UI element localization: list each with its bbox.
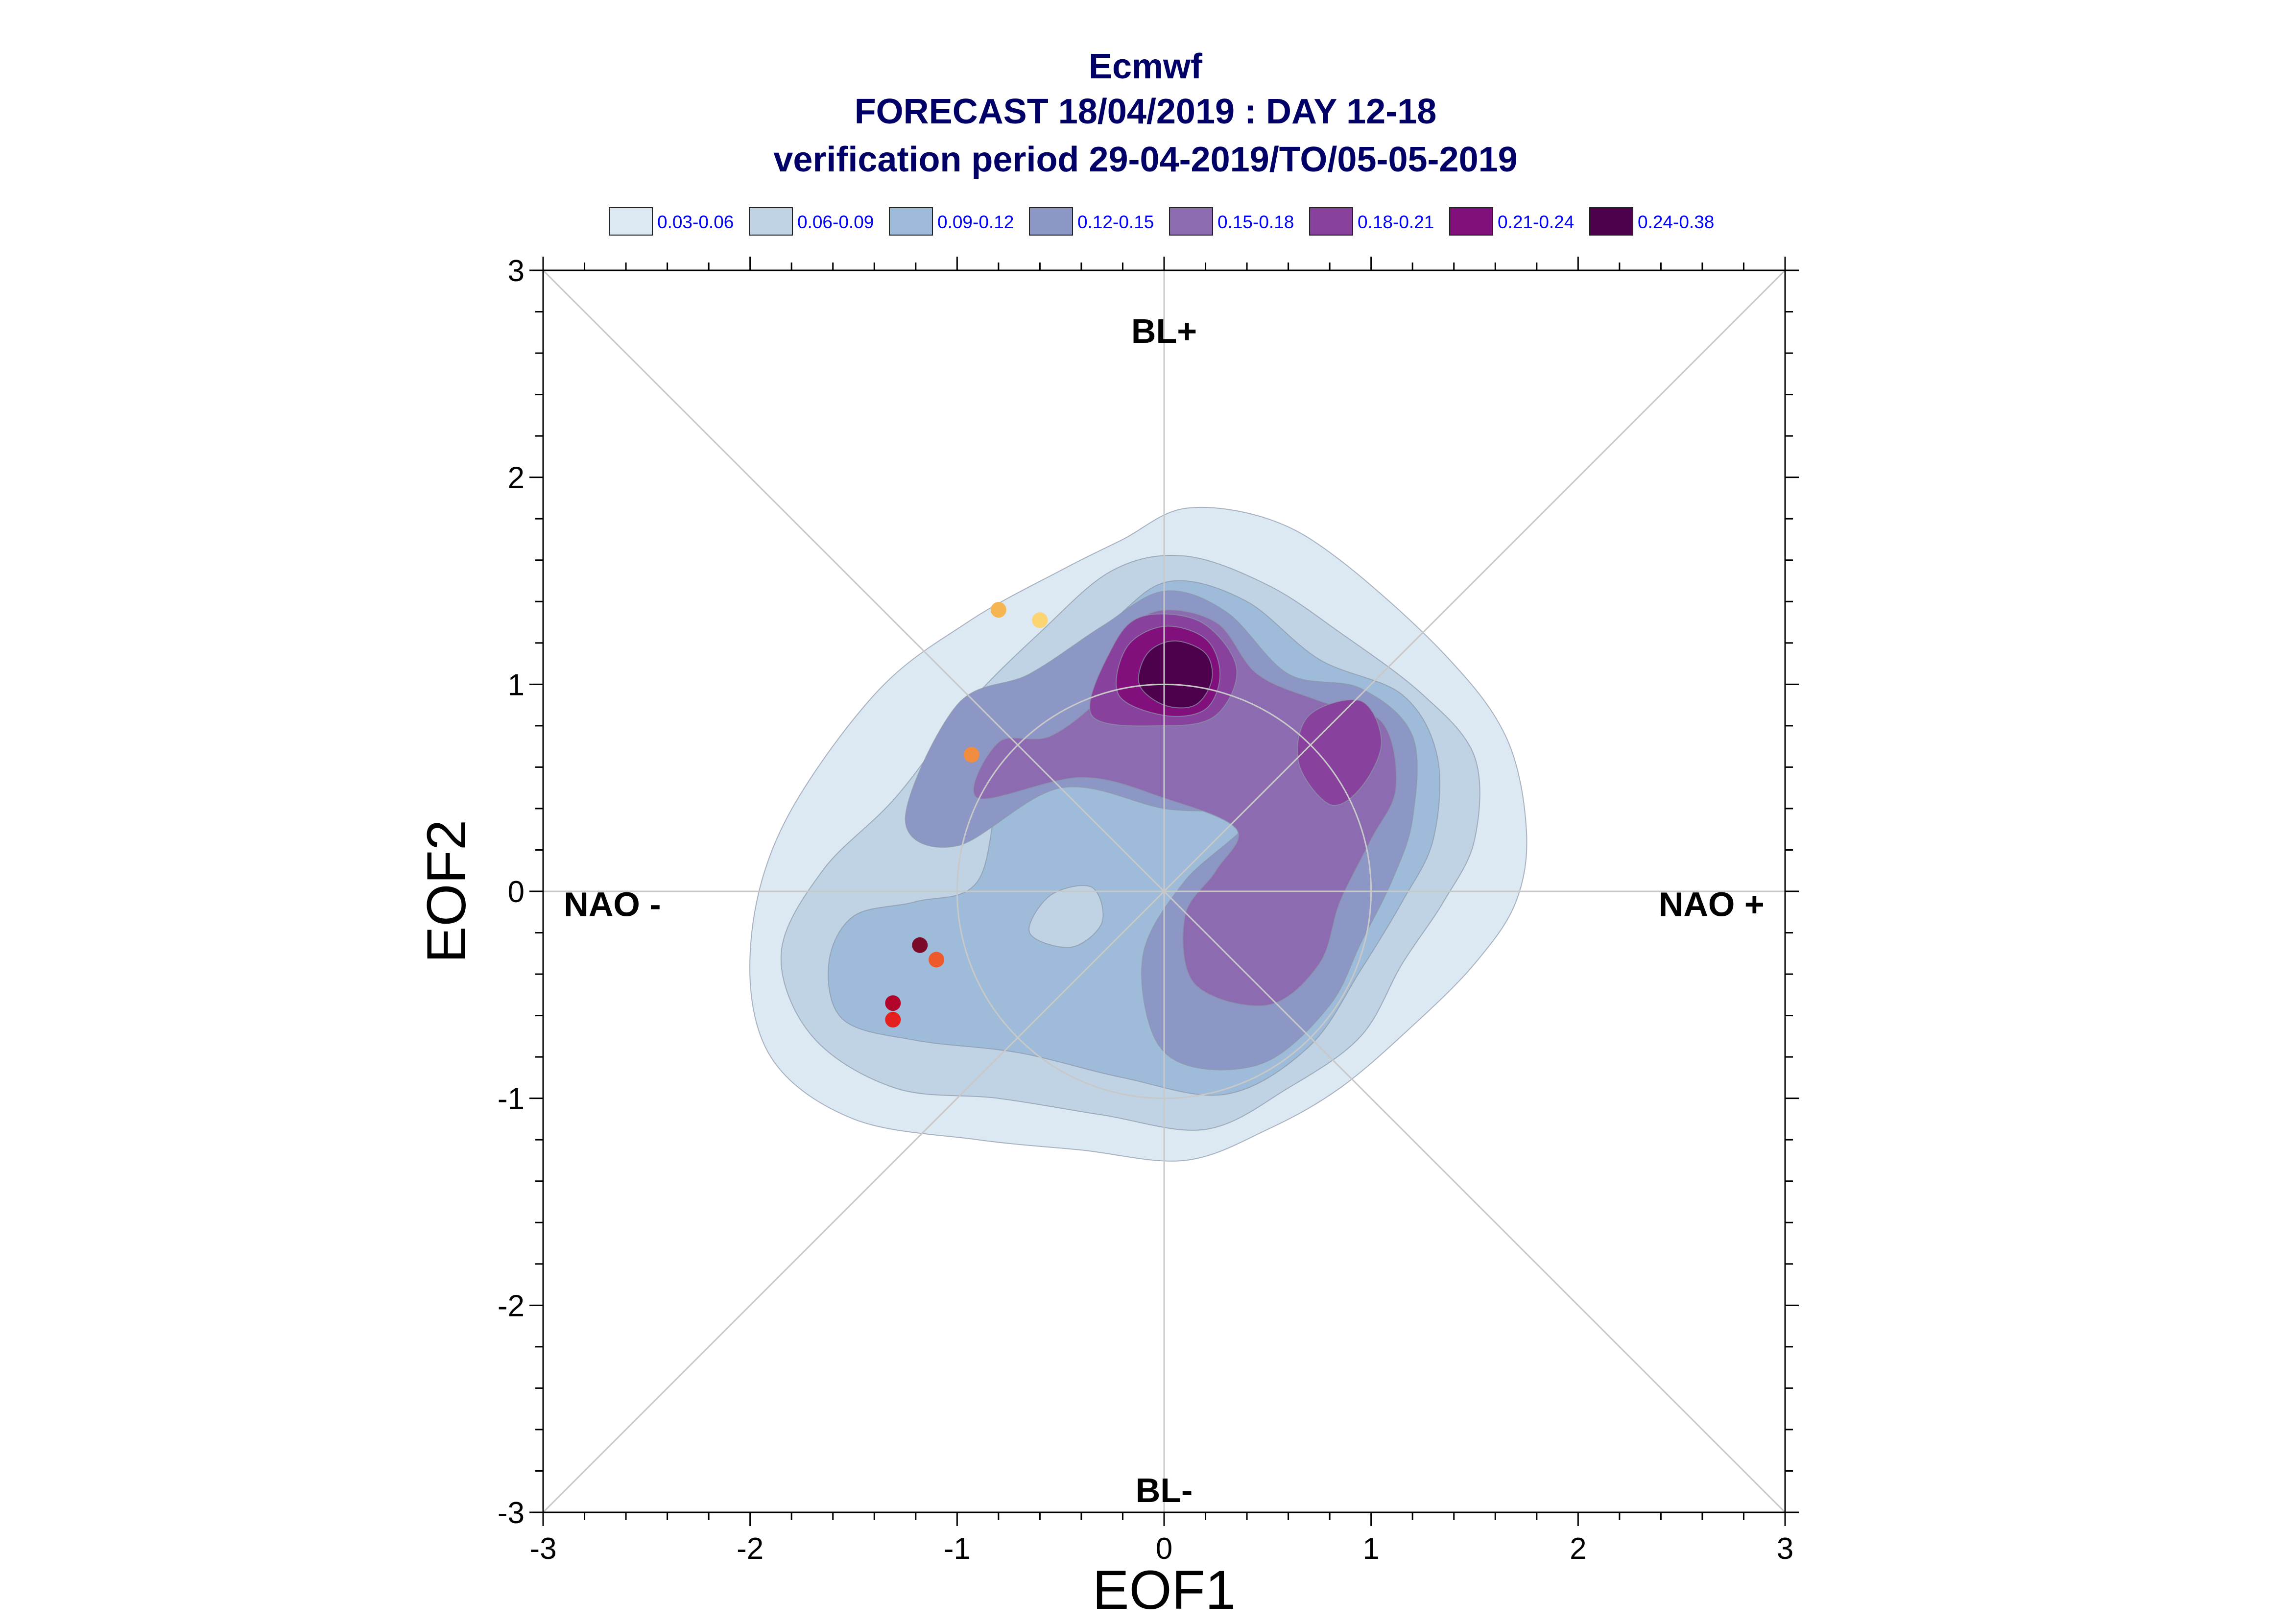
legend-label: 0.15-0.18 xyxy=(1217,212,1294,232)
y-tick-label: 1 xyxy=(508,668,525,702)
title-line-1: Ecmwf xyxy=(1089,47,1203,86)
density-level-8-region-1 xyxy=(1138,640,1213,709)
axis-labels: EOF1 EOF2 xyxy=(416,820,1236,1621)
legend-label: 0.21-0.24 xyxy=(1498,212,1574,232)
axis-ticks xyxy=(529,257,1799,1526)
density-pocket-1 xyxy=(1028,885,1104,948)
legend-label: 0.24-0.38 xyxy=(1638,212,1714,232)
x-tick-label: 2 xyxy=(1570,1532,1586,1566)
scatter-point xyxy=(1032,612,1048,628)
legend-swatch xyxy=(609,207,653,236)
tick-labels: -3 -2 -1 0 1 2 3 -3 -2 -1 0 1 2 3 xyxy=(498,254,1793,1566)
legend-entry: 0.21-0.24 xyxy=(1449,207,1574,236)
chart-title: Ecmwf FORECAST 18/04/2019 : DAY 12-18 veri… xyxy=(773,47,1517,179)
reference-lines xyxy=(543,270,1785,1512)
regime-label-bottom: BL- xyxy=(1136,1471,1193,1509)
legend-entry: 0.09-0.12 xyxy=(889,207,1014,236)
legend-label: 0.18-0.21 xyxy=(1358,212,1434,232)
legend-entry: 0.03-0.06 xyxy=(609,207,734,236)
legend-swatch xyxy=(1169,207,1213,236)
scatter-point xyxy=(963,747,979,763)
x-tick-label: 3 xyxy=(1777,1532,1793,1566)
plot-area: -3 -2 -1 0 1 2 3 -3 -2 -1 0 1 2 3 BL+ BL- NAO - NAO + EO… xyxy=(416,254,1799,1621)
regime-label-top: BL+ xyxy=(1131,312,1197,350)
regime-labels: BL+ BL- NAO - NAO + xyxy=(564,312,1764,1509)
legend-label: 0.12-0.15 xyxy=(1077,212,1154,232)
x-tick-label: -1 xyxy=(944,1532,971,1566)
y-tick-label: 3 xyxy=(508,254,525,288)
unit-circle xyxy=(956,683,1372,1099)
legend-swatch xyxy=(1029,207,1073,236)
scatter-point xyxy=(912,937,928,953)
x-tick-label: -3 xyxy=(529,1532,556,1566)
legend-entry: 0.24-0.38 xyxy=(1589,207,1714,236)
y-tick-label: 0 xyxy=(508,875,525,909)
legend-swatch xyxy=(889,207,933,236)
x-axis-title: EOF1 xyxy=(1093,1559,1236,1621)
density-level-6-region-2 xyxy=(1297,699,1382,806)
scatter-point xyxy=(885,995,901,1011)
scatter-point xyxy=(885,1012,901,1028)
scatter-points xyxy=(885,602,1048,1028)
x-tick-label: 1 xyxy=(1362,1532,1379,1566)
legend-swatch xyxy=(749,207,793,236)
y-tick-label: -2 xyxy=(498,1289,525,1323)
legend: 0.03-0.06 0.06-0.09 0.09-0.12 0.12-0.15 0.15… xyxy=(609,207,1714,236)
y-tick-label: -3 xyxy=(498,1496,525,1530)
scatter-point xyxy=(929,952,945,968)
x-tick-label: 0 xyxy=(1156,1532,1172,1566)
y-axis-title: EOF2 xyxy=(416,820,477,963)
x-tick-label: -2 xyxy=(737,1532,764,1566)
y-tick-label: -1 xyxy=(498,1082,525,1116)
legend-label: 0.06-0.09 xyxy=(797,212,874,232)
legend-swatch xyxy=(1589,207,1633,236)
legend-label: 0.09-0.12 xyxy=(937,212,1014,232)
y-tick-label: 2 xyxy=(508,461,525,495)
scatter-point xyxy=(990,602,1006,618)
density-contours xyxy=(749,506,1527,1162)
legend-swatch xyxy=(1309,207,1353,236)
legend-entry: 0.12-0.15 xyxy=(1029,207,1154,236)
regime-label-right: NAO + xyxy=(1659,885,1765,924)
legend-swatch xyxy=(1449,207,1493,236)
regime-label-left: NAO - xyxy=(564,885,661,924)
legend-label: 0.03-0.06 xyxy=(657,212,734,232)
title-line-2: FORECAST 18/04/2019 : DAY 12-18 xyxy=(855,92,1437,131)
legend-entry: 0.18-0.21 xyxy=(1309,207,1434,236)
legend-entry: 0.15-0.18 xyxy=(1169,207,1294,236)
legend-entry: 0.06-0.09 xyxy=(749,207,874,236)
title-line-3: verification period 29-04-2019/TO/05-05-… xyxy=(773,140,1517,179)
